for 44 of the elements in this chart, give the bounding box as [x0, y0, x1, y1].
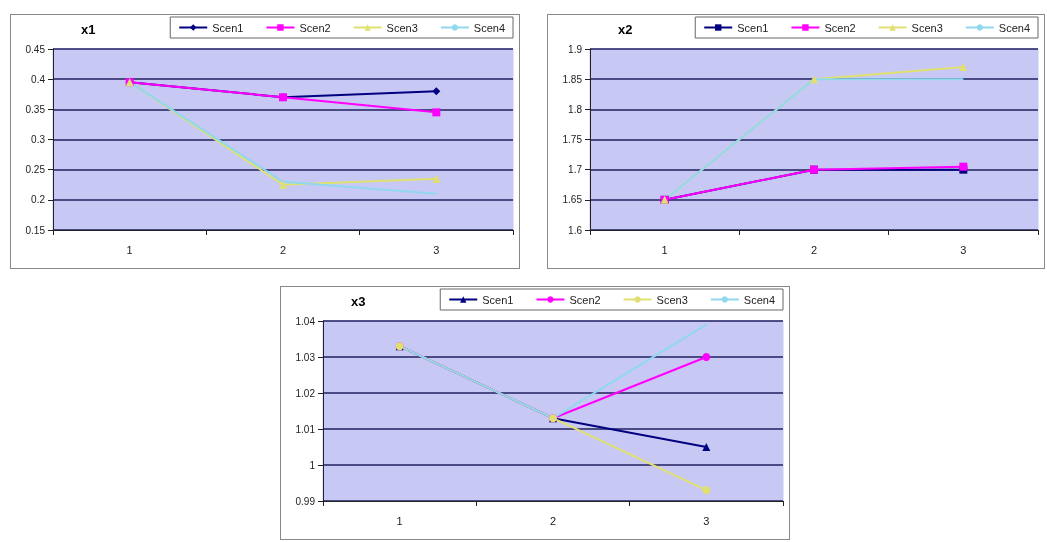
legend-label: Scen2 [824, 21, 856, 34]
y-tick-label: 1.01 [295, 423, 316, 435]
y-tick-label: 1.9 [568, 43, 583, 55]
x-tick-label: 1 [396, 514, 403, 527]
legend-label: Scen1 [482, 293, 514, 306]
y-tick-label: 0.25 [25, 164, 46, 176]
y-tick-label: 1.03 [295, 351, 316, 363]
x-tick-label: 2 [279, 243, 287, 256]
y-tick-label: 0.35 [25, 103, 46, 115]
legend-label: Scen2 [299, 21, 331, 34]
legend-label: Scen4 [743, 293, 776, 306]
x-tick-label: 2 [549, 514, 557, 527]
y-tick-label: 0.3 [31, 134, 46, 145]
chart-title: x3 [351, 294, 366, 309]
legend-label: Scen3 [656, 293, 688, 306]
legend-label: Scen4 [473, 21, 506, 34]
x-tick-label: 3 [703, 514, 710, 527]
y-tick-label: 0.45 [25, 43, 46, 55]
x-tick-label: 2 [810, 243, 818, 256]
y-tick-label: 1.85 [562, 73, 583, 85]
chart-title: x2 [618, 22, 633, 37]
y-tick-label: 0.15 [25, 224, 46, 236]
x-tick-label: 3 [433, 243, 440, 256]
y-tick-label: 0.99 [295, 495, 316, 507]
y-tick-label: 1.6 [568, 224, 583, 236]
y-tick-label: 0.2 [31, 194, 46, 206]
y-tick-label: 1.7 [568, 164, 583, 176]
y-tick-label: 1.75 [562, 134, 583, 145]
y-tick-label: 1.65 [562, 194, 583, 206]
x-tick-label: 1 [661, 243, 668, 256]
chart-title: x1 [81, 22, 96, 37]
x-tick-label: 1 [126, 243, 133, 256]
y-tick-label: 0.4 [31, 73, 46, 85]
y-tick-label: 1 [309, 459, 316, 471]
legend-label: Scen1 [737, 21, 769, 34]
legend-label: Scen3 [911, 21, 943, 34]
y-tick-label: 1.04 [295, 315, 316, 327]
legend-label: Scen2 [569, 293, 601, 306]
legend-label: Scen1 [212, 21, 244, 34]
legend-label: Scen4 [998, 21, 1031, 34]
legend-label: Scen3 [386, 21, 418, 34]
y-tick-label: 1.02 [295, 387, 316, 399]
y-tick-label: 1.8 [568, 103, 583, 115]
x-tick-label: 3 [960, 243, 967, 256]
